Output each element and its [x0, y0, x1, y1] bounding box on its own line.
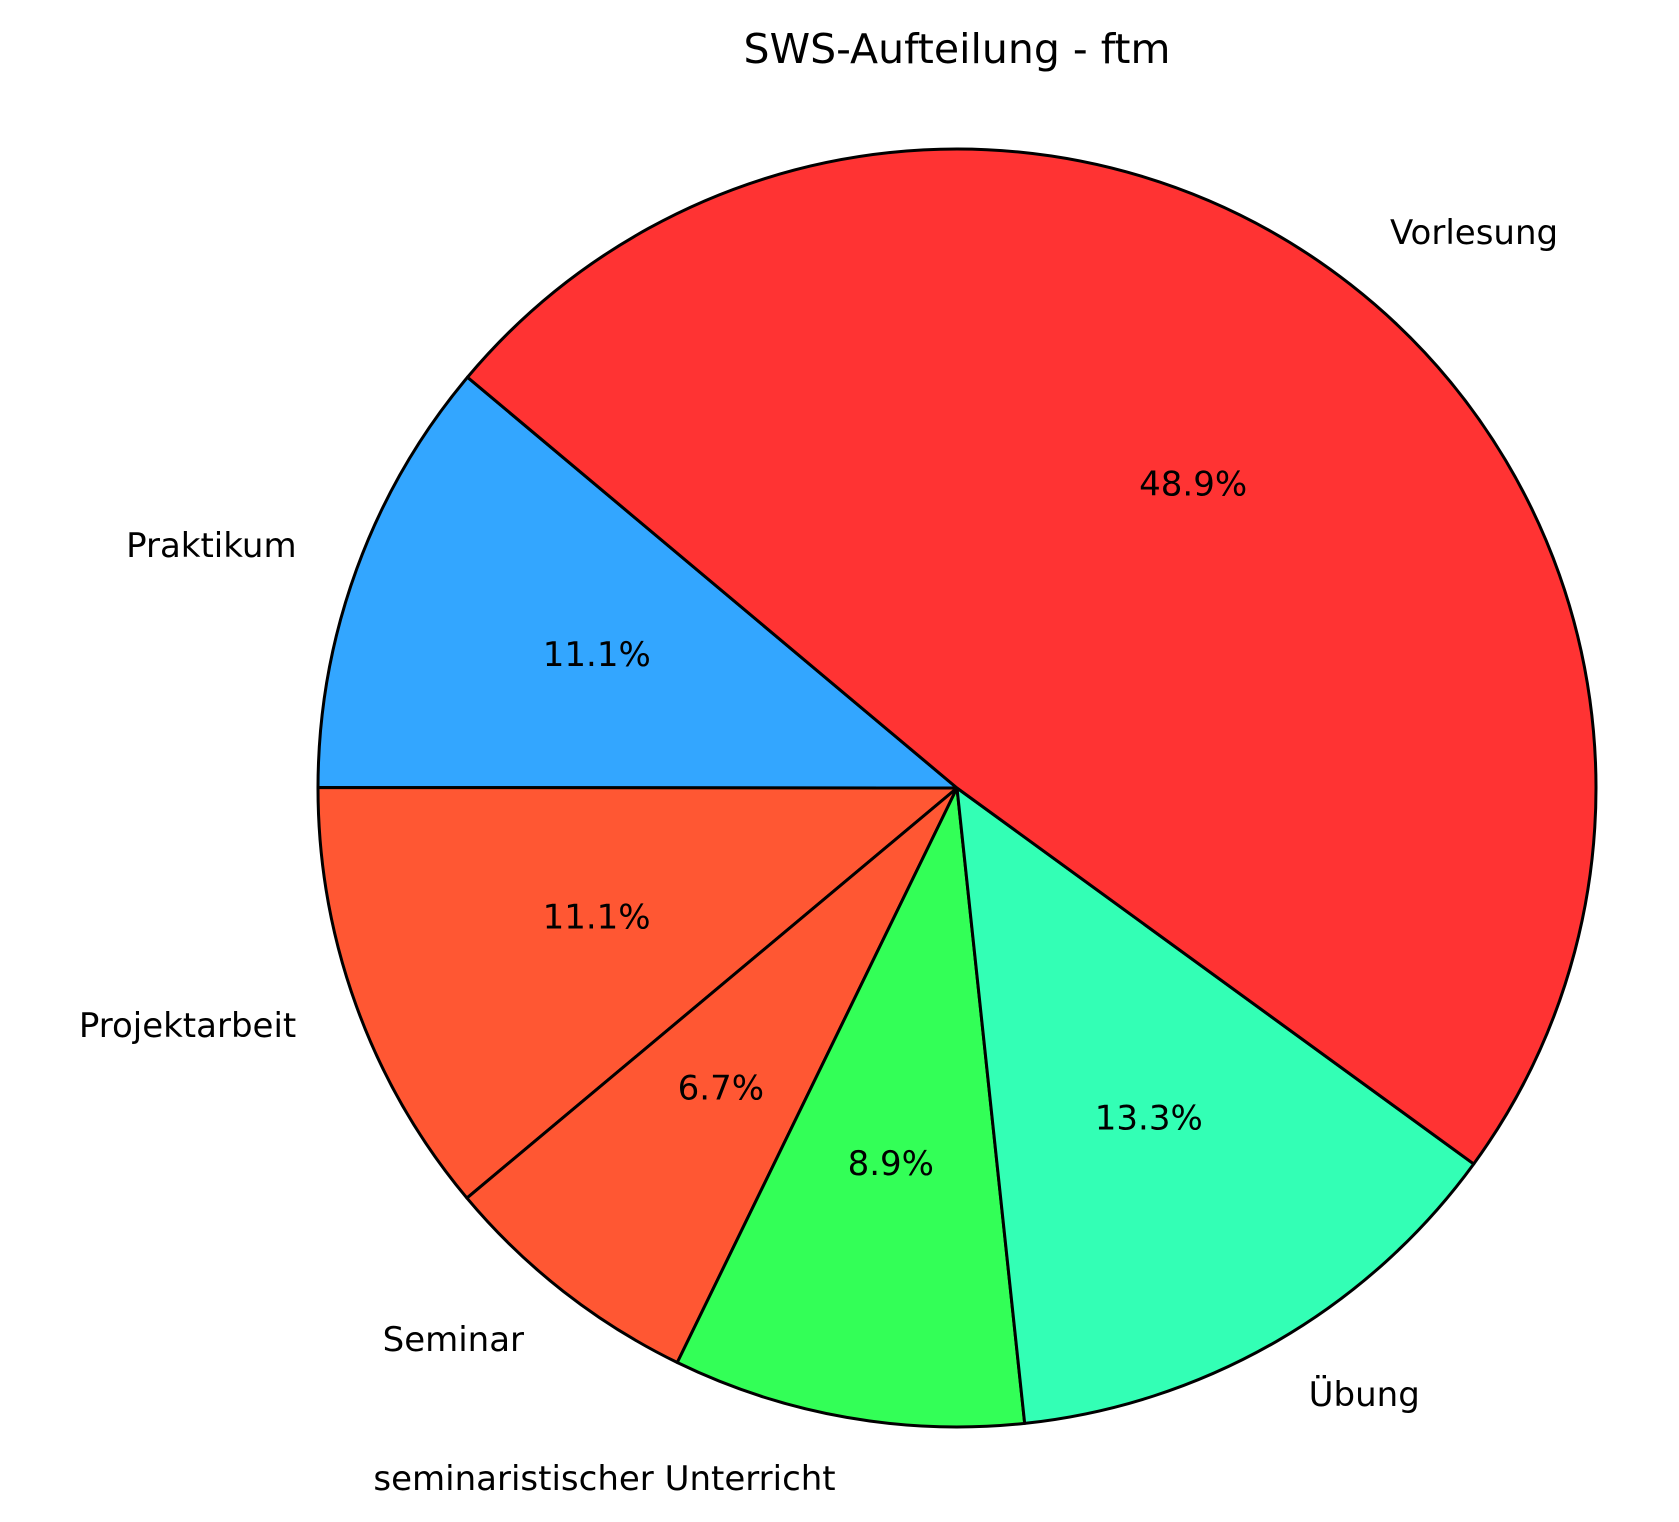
- value-label: 48.9%: [1139, 464, 1247, 504]
- pie-slice: [955, 786, 1476, 1425]
- value-label: 11.1%: [543, 635, 651, 675]
- pie-slice: [316, 786, 959, 1200]
- pie-slice: [465, 147, 1598, 1166]
- slice-label: Praktikum: [126, 526, 297, 566]
- value-label: 11.1%: [543, 897, 651, 937]
- chart-title: SWS-Aufteilung - ftm: [744, 25, 1171, 73]
- slice-label: seminaristischer Unterricht: [373, 1459, 835, 1499]
- slice-label: Vorlesung: [1390, 213, 1558, 253]
- slice-label: Übung: [1309, 1374, 1420, 1415]
- value-label: 8.9%: [848, 1144, 934, 1184]
- pie-slice: [316, 375, 959, 790]
- pie-slice: [675, 786, 1027, 1429]
- value-label: 13.3%: [1095, 1098, 1203, 1138]
- pie-slice: [465, 786, 959, 1365]
- slice-label: Projektarbeit: [79, 1006, 296, 1046]
- value-label: 6.7%: [678, 1069, 764, 1109]
- slice-label: Seminar: [383, 1320, 524, 1360]
